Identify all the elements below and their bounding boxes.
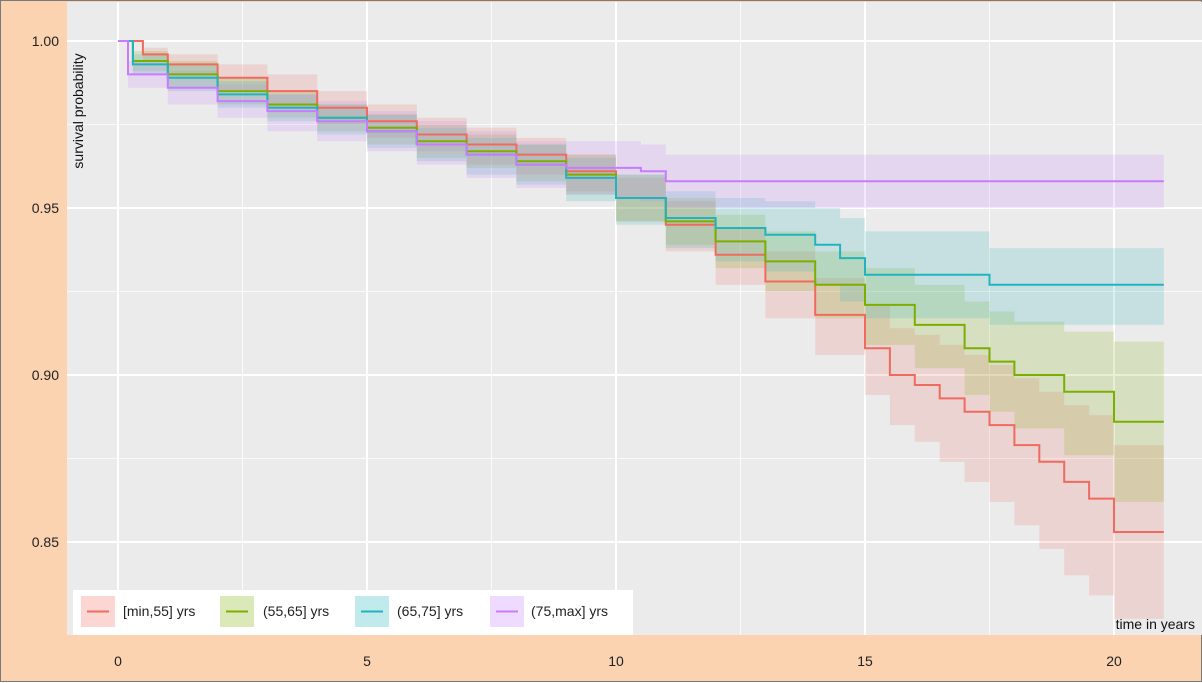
plot-panel xyxy=(67,2,1202,635)
y-tick-label: 0.90 xyxy=(32,367,59,383)
legend: [min,55] yrs (55,65] yrs (65,75] yrs (75,ma… xyxy=(73,590,633,635)
legend-label-1: (55,65] yrs xyxy=(263,603,329,619)
y-axis: 0.85 0.90 0.95 1.00 xyxy=(32,33,59,550)
survival-line-3 xyxy=(118,40,1164,183)
x-axis: 0 5 10 15 20 xyxy=(114,653,1122,669)
x-tick-label: 20 xyxy=(1106,653,1122,669)
legend-label-2: (65,75] yrs xyxy=(397,603,463,619)
x-axis-label: time in years xyxy=(1116,616,1195,632)
survival-line-2 xyxy=(118,40,1164,286)
ci-ribbon-3 xyxy=(118,41,1164,208)
legend-label-3: (75,max] yrs xyxy=(531,603,608,619)
legend-box xyxy=(73,590,633,635)
x-tick-label: 10 xyxy=(608,653,624,669)
confidence-ribbons xyxy=(118,41,1164,619)
y-tick-label: 0.85 xyxy=(32,534,59,550)
ci-ribbon-2 xyxy=(118,41,1164,325)
ci-ribbon-1 xyxy=(118,41,1164,502)
y-tick-label: 0.95 xyxy=(32,200,59,216)
x-tick-label: 15 xyxy=(857,653,873,669)
y-tick-label: 1.00 xyxy=(32,33,59,49)
x-tick-label: 5 xyxy=(363,653,371,669)
legend-label-0: [min,55] yrs xyxy=(123,603,195,619)
x-tick-label: 0 xyxy=(114,653,122,669)
y-axis-label: survival probability xyxy=(70,53,86,168)
survival-line-0 xyxy=(118,40,1164,533)
survival-curves xyxy=(118,40,1164,533)
